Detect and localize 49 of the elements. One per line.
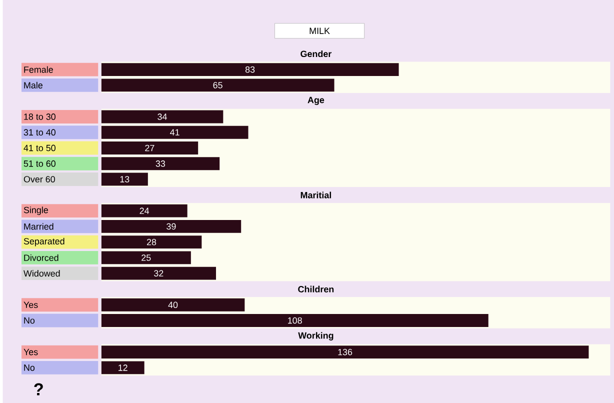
y-tick-label: Widowed — [24, 270, 60, 277]
data-label: 12 — [118, 364, 128, 371]
text: ? — [34, 383, 43, 396]
data-label: 83 — [245, 66, 255, 73]
bar — [101, 172, 148, 186]
chart-title: Maritial — [300, 192, 332, 198]
data-label: 41 — [170, 129, 180, 136]
data-label: 28 — [146, 238, 156, 246]
data-label: 27 — [145, 144, 154, 152]
y-tick-label: Yes — [24, 302, 38, 308]
bar — [101, 110, 224, 124]
y-tick-label: No — [24, 317, 35, 324]
bar — [101, 141, 198, 154]
data-label: 65 — [213, 82, 222, 88]
chart-title: Gender — [300, 50, 332, 57]
bar — [101, 220, 242, 233]
chart-title: Children — [298, 286, 334, 292]
y-tick-label: Married — [24, 223, 54, 230]
bar — [101, 236, 202, 248]
data-label: 24 — [140, 208, 150, 214]
data-label: 33 — [156, 160, 166, 167]
data-label: 108 — [288, 317, 302, 324]
bar — [101, 157, 220, 170]
data-label: 39 — [166, 223, 176, 230]
bar — [101, 266, 216, 280]
bar — [101, 126, 248, 139]
y-tick-label: Single — [24, 206, 48, 215]
y-tick-label: Male — [24, 82, 42, 88]
bar — [101, 251, 191, 264]
data-label: 13 — [120, 176, 130, 182]
y-tick-label: No — [24, 364, 35, 371]
bar — [101, 204, 188, 218]
data-label: 40 — [168, 302, 178, 308]
y-tick-label: Female — [24, 66, 53, 73]
data-label: 25 — [142, 254, 151, 261]
y-tick-label: 51 to 60 — [24, 160, 56, 167]
chart-title: Working — [298, 332, 334, 340]
y-tick-label: 18 to 30 — [24, 113, 56, 120]
data-label: 34 — [158, 113, 167, 120]
y-tick-label: 41 to 50 — [24, 144, 56, 152]
y-tick-label: Divorced — [24, 254, 58, 261]
chart-title: Age — [308, 96, 324, 105]
y-tick-label: Yes — [24, 348, 38, 356]
data-label: 136 — [338, 348, 352, 356]
y-tick-label: Over 60 — [24, 176, 55, 182]
text: MILK — [310, 28, 330, 34]
y-tick-label: 31 to 40 — [24, 129, 56, 136]
y-tick-label: Separated — [24, 238, 64, 246]
data-label: 32 — [154, 270, 164, 276]
